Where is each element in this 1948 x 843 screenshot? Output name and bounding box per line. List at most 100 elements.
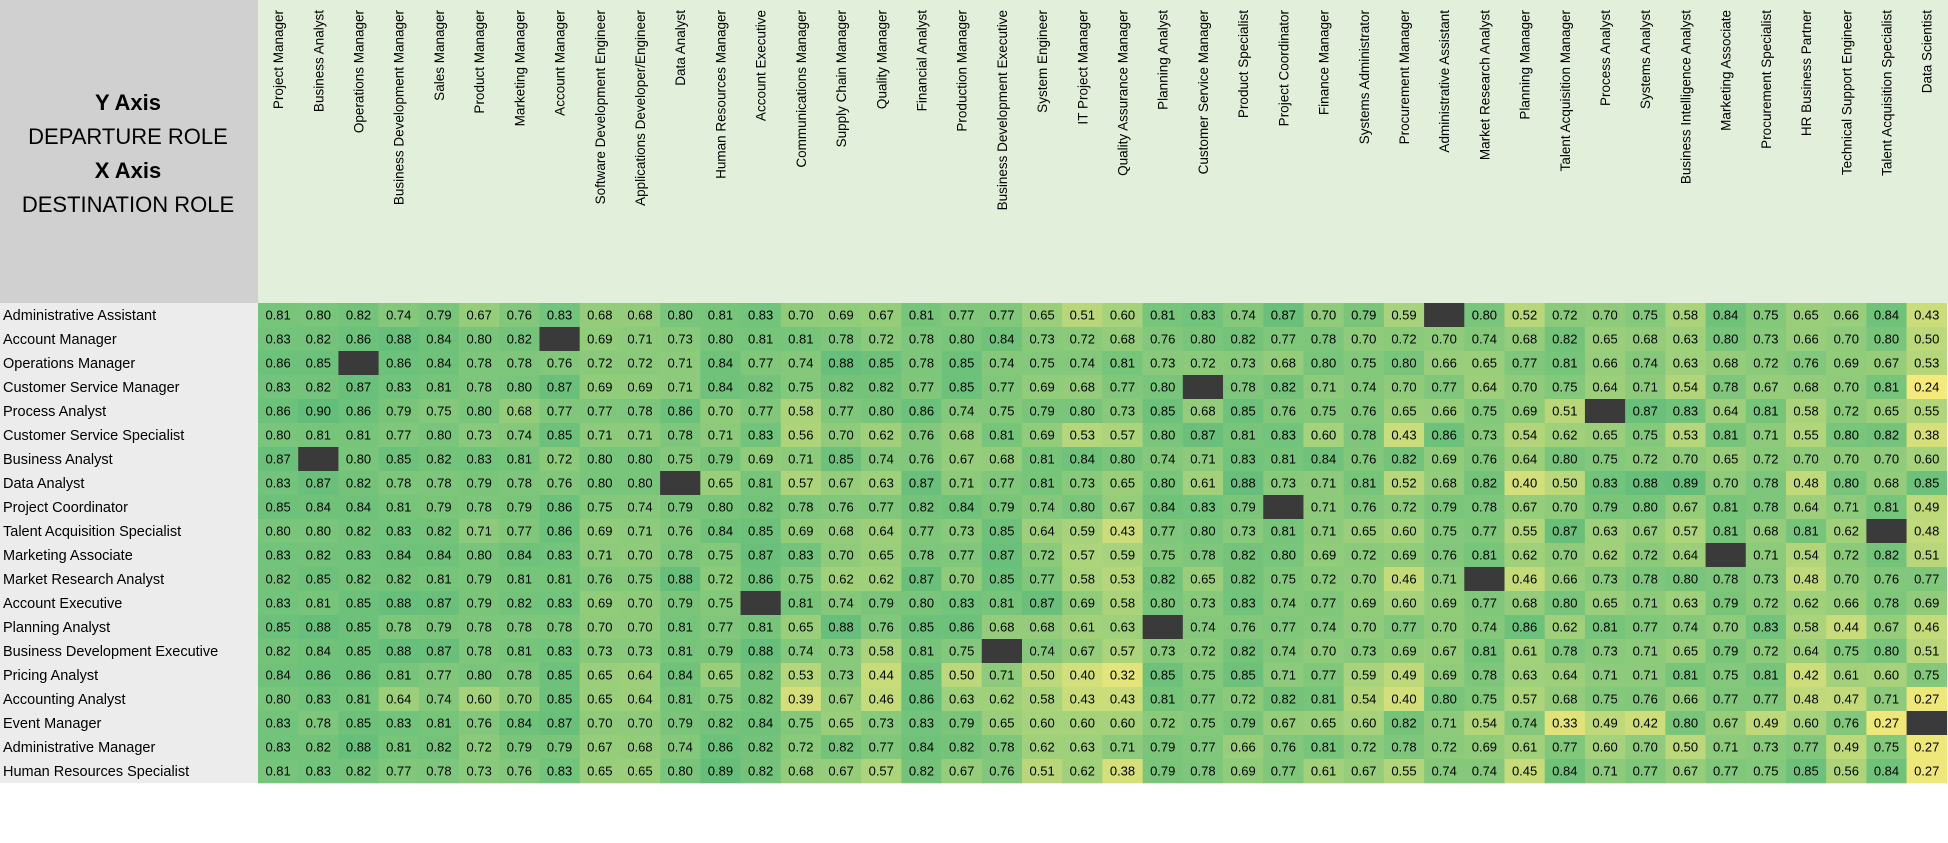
column-label: Data Analyst xyxy=(673,10,688,86)
heatmap-cell xyxy=(298,663,339,688)
heatmap-cell xyxy=(418,423,460,448)
cell-value: 0.69 xyxy=(1432,596,1457,611)
heatmap-cell xyxy=(1343,495,1385,520)
cell-value: 0.85 xyxy=(1150,404,1175,419)
cell-value: 0.71 xyxy=(668,356,693,371)
heatmap-cell xyxy=(459,687,500,712)
cell-value: 0.80 xyxy=(627,476,652,491)
heatmap-cell xyxy=(901,471,942,496)
cell-value: 0.78 xyxy=(909,548,934,563)
cell-value: 0.86 xyxy=(708,740,733,755)
cell-value: 0.82 xyxy=(1552,332,1577,347)
cell-value: 0.80 xyxy=(1874,332,1899,347)
cell-value: 0.62 xyxy=(989,692,1014,707)
heatmap-cell xyxy=(901,567,942,592)
cell-value: 0.86 xyxy=(668,404,693,419)
heatmap-cell xyxy=(1544,303,1586,328)
cell-value: 0.83 xyxy=(909,716,934,731)
cell-value: 0.80 xyxy=(1472,308,1497,323)
cell-value: 0.70 xyxy=(1512,380,1537,395)
cell-value: 0.69 xyxy=(1391,548,1416,563)
cell-value: 0.77 xyxy=(1472,596,1497,611)
cell-value: 0.77 xyxy=(909,524,934,539)
heatmap-cell xyxy=(579,447,621,472)
cell-value: 0.68 xyxy=(627,308,652,323)
heatmap-cell xyxy=(820,543,862,568)
heatmap-cell xyxy=(1745,447,1787,472)
heatmap-cell xyxy=(338,639,379,664)
heatmap-cell xyxy=(941,519,983,544)
heatmap-cell xyxy=(1705,519,1747,544)
cell-value: 0.78 xyxy=(507,356,532,371)
cell-value: 0.81 xyxy=(1150,692,1175,707)
heatmap-cell xyxy=(1182,543,1224,568)
cell-value: 0.66 xyxy=(1834,596,1859,611)
heatmap-cell xyxy=(1625,567,1666,592)
heatmap-cell xyxy=(1544,543,1586,568)
cell-value: 0.75 xyxy=(1271,572,1296,587)
cell-value: 0.77 xyxy=(748,356,773,371)
column-label: Project Manager xyxy=(271,10,286,110)
heatmap-cell xyxy=(1102,399,1143,424)
heatmap-cell xyxy=(740,543,782,568)
cell-value: 0.82 xyxy=(748,668,773,683)
cell-value: 0.78 xyxy=(467,380,492,395)
cell-value: 0.71 xyxy=(587,548,612,563)
cell-value: 0.52 xyxy=(1512,308,1537,323)
heatmap-cell xyxy=(1263,735,1304,760)
heatmap-cell xyxy=(459,615,500,640)
heatmap-cell xyxy=(298,759,339,784)
heatmap-cell xyxy=(539,639,580,664)
cell-value: 0.81 xyxy=(909,308,934,323)
cell-value: 0.62 xyxy=(1029,740,1054,755)
cell-value: 0.80 xyxy=(587,452,612,467)
cell-value: 0.80 xyxy=(708,500,733,515)
heatmap-cell xyxy=(1263,711,1304,736)
cell-value: 0.67 xyxy=(1110,500,1135,515)
cell-value: 0.78 xyxy=(507,668,532,683)
cell-value: 0.69 xyxy=(587,380,612,395)
cell-value: 0.87 xyxy=(547,380,572,395)
cell-value: 0.54 xyxy=(1512,428,1537,443)
cell-value: 0.75 xyxy=(1753,308,1778,323)
heatmap-cell xyxy=(1343,663,1385,688)
cell-value: 0.60 xyxy=(1914,452,1939,467)
cell-value: 0.81 xyxy=(989,596,1014,611)
heatmap-cell xyxy=(1625,543,1666,568)
heatmap-cell xyxy=(1665,495,1706,520)
heatmap-cell xyxy=(459,711,500,736)
cell-value: 0.70 xyxy=(1673,452,1698,467)
cell-value: 0.71 xyxy=(788,452,813,467)
heatmap-cell xyxy=(1062,375,1103,400)
cell-value: 0.68 xyxy=(1552,692,1577,707)
heatmap-cell xyxy=(1142,687,1184,712)
blank-cell xyxy=(338,351,379,376)
heatmap-cell xyxy=(1625,303,1666,328)
cell-value: 0.81 xyxy=(1673,668,1698,683)
heatmap-cell xyxy=(1745,303,1787,328)
cell-value: 0.63 xyxy=(1110,620,1135,635)
heatmap-cell xyxy=(1745,495,1787,520)
heatmap-cell xyxy=(1383,495,1425,520)
cell-value: 0.85 xyxy=(386,452,411,467)
heatmap-cell xyxy=(660,519,701,544)
cell-value: 0.67 xyxy=(1753,380,1778,395)
heatmap-cell xyxy=(780,423,822,448)
cell-value: 0.82 xyxy=(909,764,934,779)
heatmap-cell xyxy=(1544,735,1586,760)
heatmap-cell xyxy=(941,735,983,760)
blank-cell xyxy=(298,447,339,472)
heatmap-cell xyxy=(901,327,942,352)
heatmap-cell xyxy=(338,495,379,520)
heatmap-cell xyxy=(1745,735,1787,760)
cell-value: 0.66 xyxy=(1230,740,1255,755)
cell-value: 0.80 xyxy=(869,404,894,419)
heatmap-cell xyxy=(981,663,1023,688)
cell-value: 0.74 xyxy=(1029,500,1054,515)
heatmap-cell xyxy=(1866,447,1907,472)
heatmap-cell xyxy=(1142,351,1184,376)
row-label: Customer Service Specialist xyxy=(3,428,184,444)
cell-value: 0.84 xyxy=(426,356,451,371)
heatmap-cell xyxy=(1866,711,1907,736)
heatmap-cell xyxy=(1665,543,1706,568)
